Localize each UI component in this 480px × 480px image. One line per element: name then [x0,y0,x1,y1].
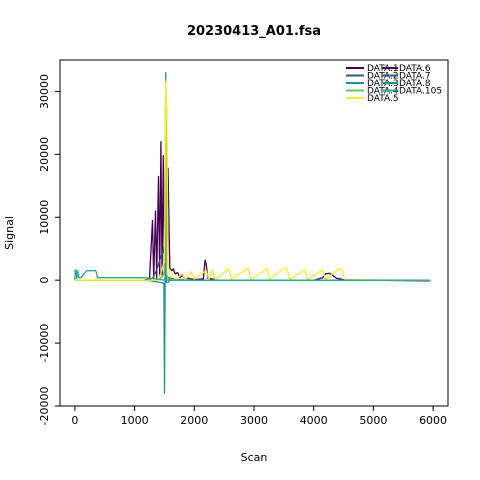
x-axis-label: Scan [241,451,268,464]
x-tick-label: 5000 [359,414,387,427]
x-tick-label: 4000 [300,414,328,427]
series-line-data-105 [74,269,431,281]
x-tick-label: 3000 [240,414,268,427]
legend: DATA.1DATA.2DATA.3DATA.4DATA.5DATA.6DATA… [346,64,442,104]
y-tick-label: -20000 [38,387,51,426]
y-tick-label: 20000 [38,137,51,172]
x-tick-label: 2000 [180,414,208,427]
y-axis-label: Signal [3,216,16,250]
series-line-data-2 [74,241,431,281]
y-axis: -20000 -10000 0 10000 20000 30000 [38,74,60,426]
x-tick-label: 1000 [121,414,149,427]
legend-entry-label: DATA.8 [399,79,431,89]
y-tick-label: -10000 [38,324,51,363]
x-tick-label: 0 [71,414,78,427]
x-tick-label: 6000 [419,414,447,427]
series-layer [74,71,431,395]
chart-title: 20230413_A01.fsa [187,24,321,39]
legend-entry-label: DATA.105 [399,87,442,97]
legend-entry-label: DATA.6 [399,64,431,74]
x-axis: 0 1000 2000 3000 4000 5000 6000 [71,406,447,427]
y-tick-label: 0 [38,277,51,284]
series-line-data-5 [74,81,431,281]
legend-entry-label: DATA.7 [399,72,431,82]
y-tick-label: 30000 [38,74,51,109]
y-tick-label: 10000 [38,200,51,235]
legend-entry-label: DATA.5 [367,94,399,104]
